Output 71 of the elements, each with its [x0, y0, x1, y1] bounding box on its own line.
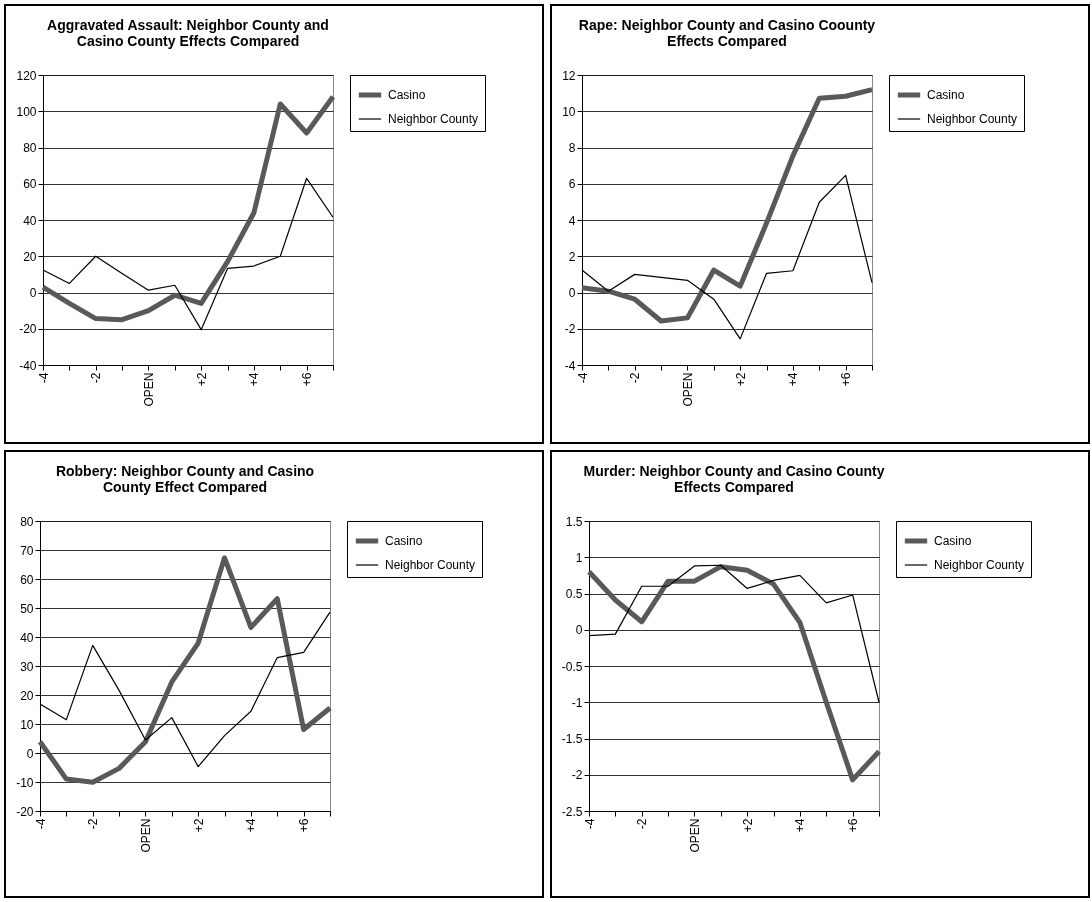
x-tick-label: -2 — [89, 372, 104, 384]
legend-label: Neighbor County — [388, 112, 479, 126]
y-tick-label: 0 — [29, 286, 37, 300]
x-tick-label: OPEN — [138, 818, 153, 853]
x-tick-label: +2 — [191, 818, 206, 833]
x-tick-label: +6 — [846, 818, 861, 833]
chart-title: Murder: Neighbor County and Casino County Effects Compared — [583, 463, 885, 495]
chart-title: Aggravated Assault: Neighbor County and Casino County Effects Compared — [47, 17, 329, 49]
x-tick-label: -2 — [635, 818, 650, 830]
y-tick-label: 80 — [20, 514, 34, 529]
y-tick-label: -20 — [16, 804, 34, 819]
y-tick-label: 40 — [20, 630, 34, 645]
x-tick-label: -4 — [36, 372, 51, 384]
x-tick-label: +2 — [733, 372, 748, 387]
y-tick-label: -1 — [571, 695, 583, 710]
y-tick-label: 30 — [20, 659, 34, 674]
y-tick-label: 70 — [20, 543, 34, 558]
chart-title: Rape: Neighbor County and Casino Coounty Effects Compared — [578, 17, 876, 49]
x-tick-label: -2 — [86, 818, 101, 830]
y-tick-label: 1 — [575, 550, 583, 565]
y-tick-label: 6 — [568, 177, 576, 192]
y-tick-label: 20 — [23, 249, 37, 264]
x-tick-label: OPEN — [680, 372, 695, 407]
y-tick-label: 20 — [20, 688, 34, 703]
y-tick-label: 0 — [575, 623, 583, 638]
y-tick-label: 10 — [562, 104, 576, 119]
x-tick-label: +4 — [247, 372, 262, 387]
y-tick-label: 60 — [23, 177, 37, 192]
legend-label: Casino — [934, 534, 972, 548]
x-tick-label: +2 — [740, 818, 755, 833]
x-tick-label: OPEN — [141, 372, 156, 407]
y-tick-label: -2 — [571, 768, 583, 783]
y-tick-label: 12 — [562, 68, 576, 83]
y-tick-label: 2 — [568, 249, 576, 264]
x-tick-label: +2 — [194, 372, 209, 387]
y-tick-label: 0 — [568, 286, 576, 300]
y-tick-label: 60 — [20, 572, 34, 587]
x-tick-label: +4 — [244, 818, 259, 833]
y-tick-label: 100 — [16, 104, 37, 119]
legend-label: Neighbor County — [385, 558, 476, 572]
y-tick-label: -0.5 — [561, 659, 583, 674]
x-tick-label: +4 — [793, 818, 808, 833]
y-tick-label: -4 — [564, 358, 576, 373]
y-tick-label: 40 — [23, 213, 37, 228]
y-tick-label: 80 — [23, 141, 37, 155]
y-tick-label: -1.5 — [561, 732, 583, 746]
y-tick-label: 0.5 — [565, 587, 583, 601]
legend-label: Neighbor County — [927, 112, 1018, 126]
x-tick-label: +6 — [839, 372, 854, 387]
y-tick-label: -2 — [564, 322, 576, 337]
y-tick-label: 0 — [26, 746, 34, 761]
y-tick-label: 50 — [20, 601, 34, 616]
legend-label: Casino — [385, 534, 423, 548]
y-tick-label: 1.5 — [565, 514, 583, 529]
legend-label: Neighbor County — [934, 558, 1025, 572]
y-tick-label: 10 — [20, 717, 34, 732]
chart-title: Robbery: Neighbor County and Casino County Effect Compared — [55, 463, 315, 495]
x-tick-label: +6 — [300, 372, 315, 387]
y-tick-label: 8 — [568, 141, 576, 155]
x-tick-label: OPEN — [687, 818, 702, 853]
x-tick-label: +4 — [786, 372, 801, 387]
y-tick-label: -2.5 — [561, 804, 583, 819]
y-tick-label: -10 — [16, 775, 34, 790]
y-tick-label: 4 — [568, 213, 576, 228]
y-tick-label: -40 — [19, 358, 37, 373]
x-tick-label: -2 — [628, 372, 643, 384]
y-tick-label: -20 — [19, 322, 37, 337]
legend-label: Casino — [927, 88, 965, 102]
y-tick-label: 120 — [16, 68, 37, 83]
x-tick-label: +6 — [297, 818, 312, 833]
legend-label: Casino — [388, 88, 426, 102]
